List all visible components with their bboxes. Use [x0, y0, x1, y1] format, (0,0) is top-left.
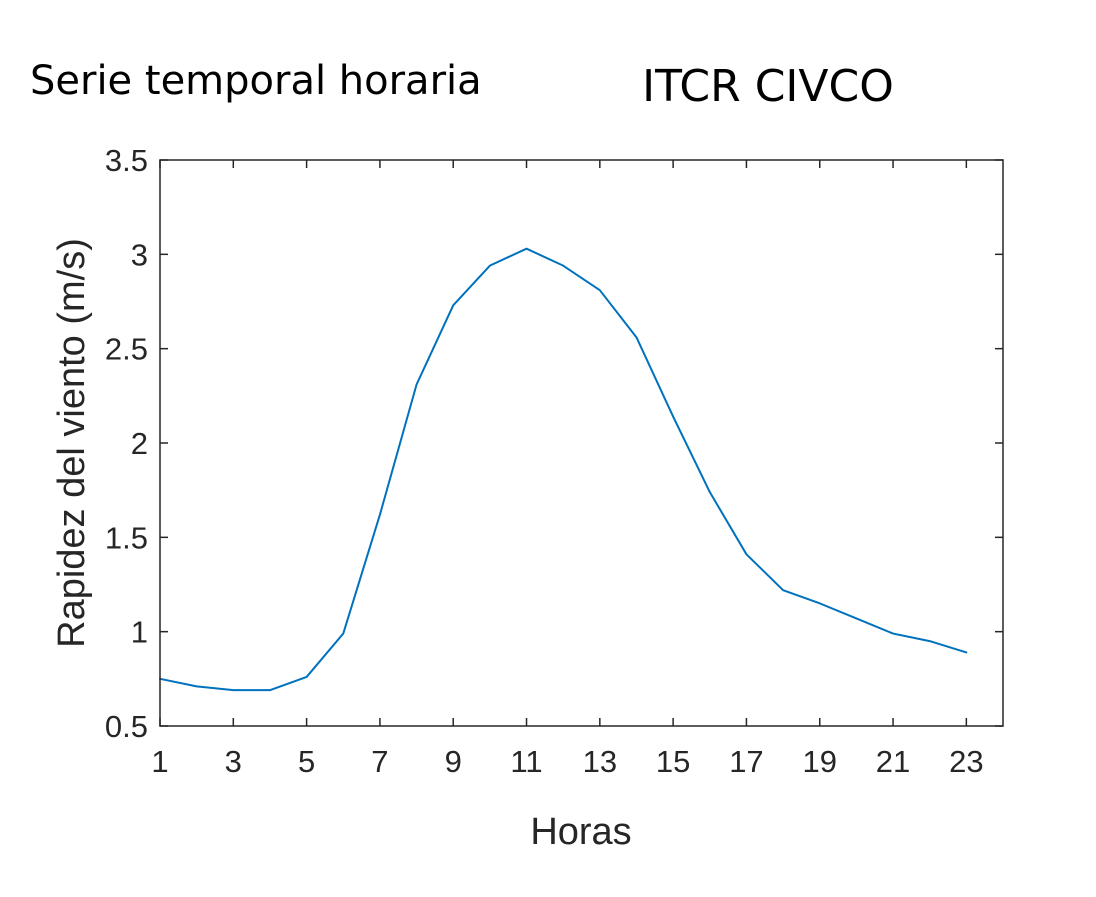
y-tick-label: 1.5	[105, 520, 148, 555]
x-tick-label: 15	[656, 744, 690, 779]
y-axis-label: Rapidez del viento (m/s)	[51, 238, 93, 648]
chart-header-left: Serie temporal horaria	[30, 58, 482, 104]
x-tick-label: 5	[298, 744, 315, 779]
x-tick-label: 1	[151, 744, 168, 779]
x-tick-label: 21	[876, 744, 910, 779]
x-tick-label: 9	[445, 744, 462, 779]
tick-marks	[159, 159, 1003, 727]
x-tick-labels: 1 3 5 7 9 11 13 15 17 19 21 23	[151, 744, 983, 779]
y-tick-label: 0.5	[105, 709, 148, 744]
y-tick-labels: 0.5 1 1.5 2 2.5 3 3.5	[105, 143, 148, 744]
y-tick-label: 1	[131, 615, 148, 650]
x-axis-label: Horas	[530, 811, 631, 853]
x-tick-label: 19	[802, 744, 836, 779]
y-tick-label: 3	[131, 237, 148, 272]
chart-header-right: ITCR CIVCO	[642, 61, 894, 112]
series-line	[159, 247, 968, 692]
x-tick-label: 11	[510, 744, 542, 779]
x-tick-label: 3	[225, 744, 242, 779]
x-tick-label: 17	[729, 744, 763, 779]
series-layer	[159, 247, 968, 692]
x-tick-label: 7	[371, 744, 388, 779]
y-tick-label: 2.5	[105, 332, 148, 367]
x-tick-label: 13	[583, 744, 617, 779]
y-tick-label: 2	[131, 426, 148, 461]
y-tick-label: 3.5	[105, 143, 148, 178]
x-tick-label: 23	[949, 744, 983, 779]
plot-area-box	[159, 159, 1004, 727]
